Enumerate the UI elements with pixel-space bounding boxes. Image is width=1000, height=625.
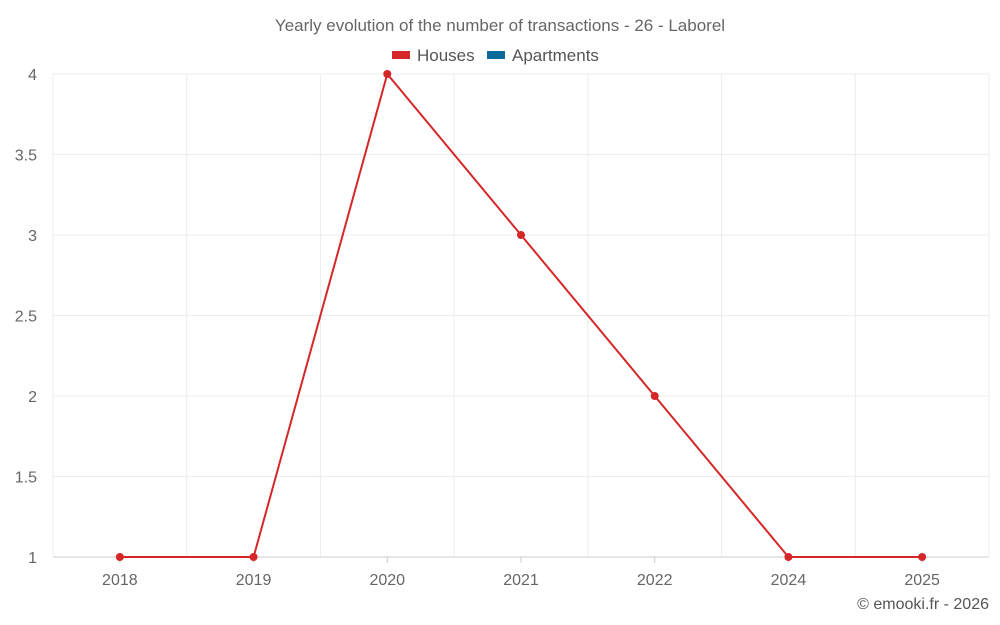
y-tick-label: 1.5 — [15, 470, 37, 487]
x-tick-label: 2024 — [771, 572, 807, 589]
data-point-houses-2022 — [650, 392, 659, 400]
data-point-houses-2024 — [784, 553, 793, 561]
legend-swatch-apartments — [487, 51, 505, 59]
data-point-houses-2018 — [115, 553, 124, 561]
x-tick-label: 2021 — [503, 572, 539, 589]
data-point-houses-2019 — [249, 553, 258, 561]
grid — [52, 73, 990, 558]
data-point-houses-2021 — [517, 231, 525, 239]
data-point-houses-2020 — [383, 70, 392, 78]
legend: Houses Apartments — [392, 46, 599, 65]
legend-label-houses[interactable]: Houses — [417, 46, 475, 65]
y-tick-label: 4 — [28, 67, 37, 84]
y-axis: 1 1.5 2 2.5 3 3.5 4 — [15, 67, 37, 567]
data-point-houses-2025 — [918, 553, 927, 561]
x-tick-label: 2025 — [904, 572, 940, 589]
x-tick-label: 2022 — [637, 572, 673, 589]
legend-swatch-houses — [392, 51, 410, 59]
y-tick-label: 3.5 — [15, 148, 37, 165]
y-tick-label: 2.5 — [15, 309, 37, 326]
chart-title: Yearly evolution of the number of transa… — [275, 16, 725, 35]
credit-text: © emooki.fr - 2026 — [857, 596, 989, 613]
x-tick-label: 2018 — [102, 572, 138, 589]
series-layer — [115, 70, 927, 561]
y-tick-label: 1 — [28, 550, 37, 567]
x-tick-label: 2019 — [236, 572, 272, 589]
legend-label-apartments[interactable]: Apartments — [512, 46, 599, 65]
x-tick-label: 2020 — [369, 572, 405, 589]
y-tick-label: 3 — [28, 228, 37, 245]
x-axis: 2018 2019 2020 2021 2022 2024 2025 — [102, 557, 940, 589]
y-tick-label: 2 — [28, 389, 37, 406]
